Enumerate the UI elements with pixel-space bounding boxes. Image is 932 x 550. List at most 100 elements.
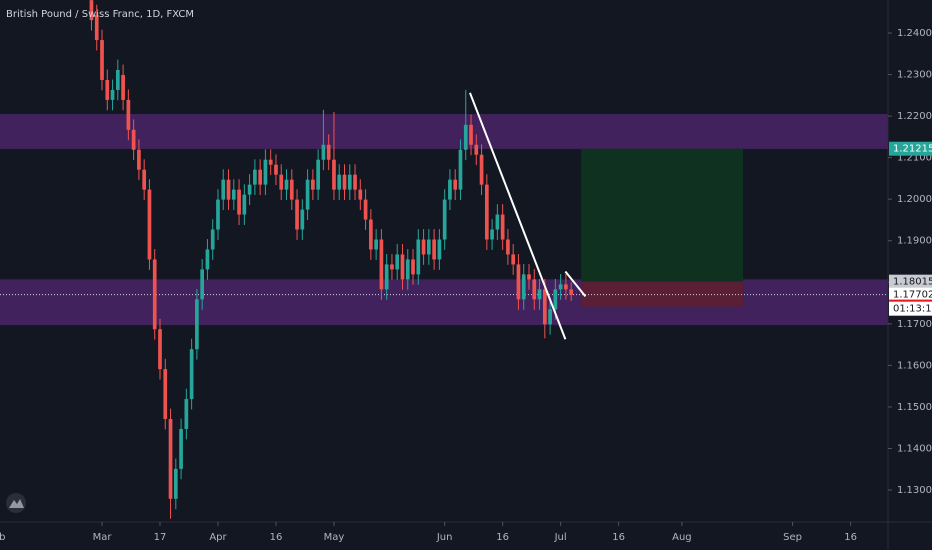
candle-body <box>326 144 331 160</box>
trend-line <box>564 270 587 298</box>
candle-body <box>295 199 299 230</box>
y-tick-label: 1.14000 <box>897 443 932 454</box>
x-tick-label: Mar <box>93 532 113 543</box>
candle-body <box>405 259 410 280</box>
countdown-box <box>889 301 932 316</box>
candle-body <box>495 214 500 230</box>
candle-body <box>115 69 120 90</box>
candle-body <box>100 40 104 80</box>
candle-body <box>416 239 421 275</box>
candle-body <box>363 199 368 220</box>
candle-body <box>147 189 152 260</box>
countdown: 01:13:17 <box>893 304 932 315</box>
y-tick-label: 1.23000 <box>897 70 932 81</box>
candle-body <box>558 284 563 290</box>
candle-body <box>432 239 436 260</box>
candle-body <box>553 289 558 310</box>
logo <box>6 493 26 513</box>
candle-body <box>105 79 110 100</box>
y-tick-label: 1.19000 <box>897 236 932 247</box>
candle-body <box>400 254 405 280</box>
candle-body <box>516 264 521 300</box>
candle-body <box>437 239 442 260</box>
candle-body <box>305 179 310 210</box>
candle-body <box>289 179 294 200</box>
price-label-box <box>889 274 932 289</box>
axes: 1.13000 1.14000 1.15000 1.16000 1.17000 1.180… <box>0 28 932 543</box>
candle-body <box>411 259 415 275</box>
candle-body <box>152 259 157 330</box>
candle-body <box>426 239 431 255</box>
candle-body <box>168 418 173 499</box>
x-tick-label: May <box>324 532 345 543</box>
candle-body <box>569 289 574 295</box>
candle-body <box>94 15 99 41</box>
candle-body <box>369 219 373 250</box>
x-tick-label: 16 <box>496 532 509 543</box>
candle-body <box>210 229 215 250</box>
candle-body <box>158 329 162 370</box>
x-tick-label: 16 <box>270 532 283 543</box>
x-tick-label: 16 <box>844 532 857 543</box>
plot-area <box>0 0 888 519</box>
x-tick-label: Aug <box>672 532 692 543</box>
candle-body <box>274 164 278 175</box>
price-label: 1.21215 <box>893 144 932 155</box>
candle-body <box>216 199 220 230</box>
candle-body <box>442 199 447 240</box>
candle-body <box>537 289 542 300</box>
y-tick-label: 1.15000 <box>897 402 932 413</box>
candle-body <box>463 124 468 150</box>
x-tick-label: Feb <box>0 532 5 543</box>
candle-body <box>390 264 394 270</box>
zone <box>0 114 888 149</box>
candle-body <box>542 289 547 325</box>
candle-body <box>268 159 273 165</box>
candle-body <box>279 174 284 190</box>
x-tick-label: Jun <box>436 532 453 543</box>
candle-body <box>395 254 400 270</box>
candle-body <box>300 209 305 230</box>
candle-body <box>253 169 257 185</box>
candle-body <box>242 194 247 215</box>
candle-body <box>511 254 516 265</box>
y-tick-label: 1.16000 <box>897 360 932 371</box>
candle-body <box>421 239 426 255</box>
candle-body <box>384 264 389 290</box>
candle-body <box>453 179 458 190</box>
candle-body <box>448 179 452 200</box>
candle-body <box>506 239 510 255</box>
price-label-box <box>889 287 932 302</box>
candle-body <box>263 159 268 185</box>
candle-body <box>332 159 336 190</box>
candle-body <box>137 149 141 170</box>
candle-body <box>521 274 526 300</box>
candle-body <box>226 179 231 200</box>
chart-title: British Pound / Swiss Franc, 1D, FXCM <box>6 9 194 20</box>
candle-body <box>500 214 505 240</box>
candle-body <box>221 179 226 200</box>
candle-body <box>479 154 484 185</box>
candle-body <box>195 299 199 350</box>
candle-body <box>184 399 189 429</box>
candle-body <box>284 179 289 190</box>
x-tick-label: 17 <box>154 532 167 543</box>
candle-body <box>358 189 363 200</box>
candle-body <box>237 189 241 215</box>
candle-body <box>173 468 178 499</box>
candle-body <box>205 249 210 270</box>
y-tick-label: 1.17000 <box>897 319 932 330</box>
trend-line <box>469 92 567 340</box>
x-tick-label: Apr <box>209 532 227 543</box>
candle-body <box>179 428 183 469</box>
candle-body <box>374 239 378 250</box>
candle-body <box>379 239 384 290</box>
price-label: 1.17702 <box>893 290 932 301</box>
y-tick-label: 1.24000 <box>897 28 932 39</box>
price-label-box <box>889 141 932 156</box>
candle-body <box>490 229 494 240</box>
candle-body <box>89 0 94 21</box>
candle-body <box>474 144 479 155</box>
